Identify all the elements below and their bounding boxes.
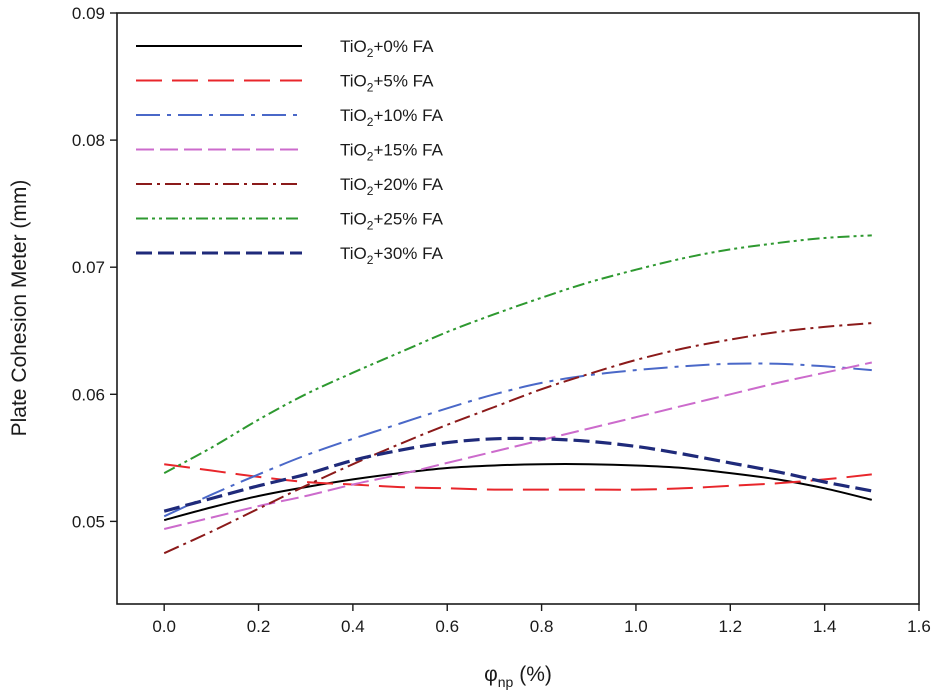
- series-line-3: [163, 362, 872, 518]
- x-axis-symbol: φ: [484, 663, 498, 686]
- x-tick-label: 1.2: [718, 617, 742, 636]
- y-tick-label: 0.08: [72, 131, 105, 150]
- x-axis-unit: (%): [519, 663, 552, 686]
- y-tick-label: 0.06: [72, 385, 105, 404]
- y-axis-title: Plate Cohesion Meter (mm): [8, 180, 31, 437]
- x-tick-label: 0.4: [341, 617, 365, 636]
- series-line-6: [163, 234, 872, 474]
- x-tick-label: 0.0: [152, 617, 176, 636]
- y-tick-label: 0.07: [72, 258, 105, 277]
- y-tick-label: 0.05: [72, 512, 105, 531]
- series-line-1: [163, 463, 873, 522]
- series-lines: [163, 234, 873, 555]
- legend: TiO2+0% FA TiO2+5% FA TiO2+10% FA TiO2+15% …: [136, 37, 444, 267]
- tick-marks: [110, 12, 920, 611]
- plot-frame: [116, 12, 920, 605]
- legend-label-6: TiO2+25% FA: [340, 210, 444, 233]
- x-tick-label: 0.8: [530, 617, 554, 636]
- legend-label-5: TiO2+20% FA: [340, 175, 444, 198]
- x-tick-label: 0.6: [435, 617, 459, 636]
- legend-label-4: TiO2+15% FA: [340, 141, 444, 164]
- legend-label-1: TiO2+0% FA: [340, 37, 434, 60]
- x-tick-label: 0.2: [247, 617, 271, 636]
- legend-label-7: TiO2+30% FA: [340, 244, 444, 267]
- x-tick-label: 1.6: [907, 617, 931, 636]
- tick-labels: 0.0 0.2 0.4 0.6 0.8 1.0 1.2 1.4 1.6 0.05 0.06 0.07 0…: [72, 4, 931, 636]
- x-tick-label: 1.0: [624, 617, 648, 636]
- y-tick-label: 0.09: [72, 4, 105, 23]
- series-line-5: [163, 322, 872, 555]
- legend-label-3: TiO2+10% FA: [340, 106, 444, 129]
- series-line-7: [163, 436, 873, 513]
- x-axis-title: φnp (%): [484, 663, 552, 690]
- legend-label-2: TiO2+5% FA: [340, 72, 434, 95]
- x-axis-subscript: np: [498, 674, 514, 690]
- series-line-4: [163, 361, 873, 530]
- x-tick-label: 1.4: [813, 617, 837, 636]
